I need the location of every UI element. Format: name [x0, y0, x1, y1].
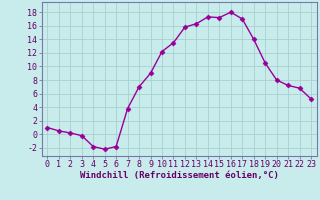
X-axis label: Windchill (Refroidissement éolien,°C): Windchill (Refroidissement éolien,°C)	[80, 171, 279, 180]
